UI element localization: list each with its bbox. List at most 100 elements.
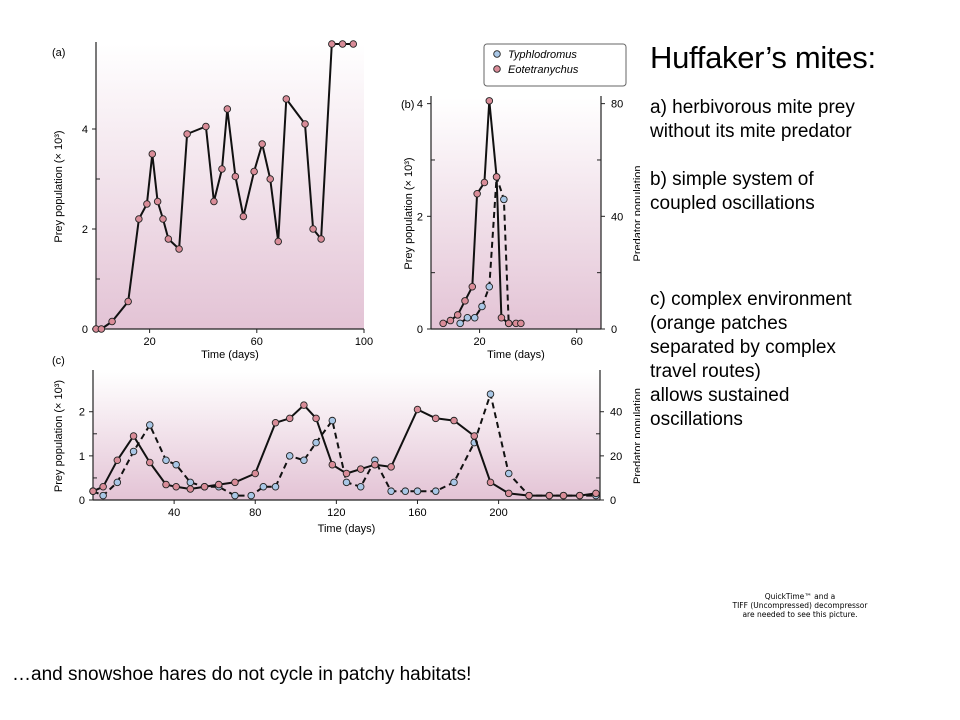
y2-tick-label: 20: [610, 451, 622, 463]
note-c-line-1: c) complex environment: [650, 289, 852, 310]
predator-data-point: [456, 319, 464, 328]
y2-tick-label: 40: [610, 407, 622, 419]
x-tick-label: 120: [327, 507, 345, 519]
y-tick-label: 0: [417, 324, 423, 336]
predator-data-point: [500, 195, 508, 204]
predator-data-point: [463, 313, 472, 322]
x-axis-title: Time (days): [201, 349, 259, 361]
note-c-line-2: (orange patches: [650, 313, 788, 334]
y2-tick-label: 0: [610, 495, 616, 507]
predator-data-point: [113, 478, 122, 487]
prey-data-point: [592, 489, 600, 498]
prey-data-point: [274, 237, 282, 246]
prey-data-point: [497, 313, 506, 322]
prey-data-point: [162, 480, 170, 489]
prey-data-point: [480, 178, 489, 187]
prey-data-point: [159, 215, 167, 223]
prey-data-point: [468, 282, 477, 291]
prey-data-point: [135, 215, 143, 223]
y2-axis-title: Predator population: [632, 165, 640, 261]
x-tick-label: 80: [249, 507, 261, 519]
legend-marker: [493, 50, 501, 58]
prey-data-point: [349, 40, 358, 48]
prey-data-point: [446, 316, 455, 325]
prey-data-point: [450, 416, 458, 425]
prey-data-point: [200, 483, 209, 491]
legend-box: [483, 43, 627, 87]
prey-data-point: [470, 432, 479, 440]
note-b-line-1: b) simple system of: [650, 169, 814, 190]
prey-data-point: [453, 311, 462, 319]
y2-tick-label: 0: [611, 324, 617, 336]
prey-data-point: [486, 478, 495, 487]
prey-data-point: [575, 491, 584, 500]
prey-data-point: [473, 190, 481, 198]
predator-data-point: [285, 452, 294, 460]
predator-data-point: [485, 282, 494, 291]
y-tick-label: 4: [417, 99, 423, 111]
prey-data-point: [164, 235, 173, 243]
prey-data-point: [202, 122, 210, 131]
legend-label: Typhlodromus: [508, 49, 577, 61]
y2-tick-label: 40: [611, 211, 623, 223]
panel-letter: (c): [52, 355, 65, 367]
prey-data-point: [146, 458, 154, 467]
prey-data-point: [309, 225, 317, 233]
prey-data-point: [143, 200, 151, 208]
predator-data-point: [300, 456, 308, 465]
predator-data-point: [387, 487, 395, 495]
predator-data-point: [271, 483, 280, 491]
prey-data-point: [300, 401, 308, 409]
panel-a-chart: 0 2 4 20 60 100 Time (days) Prey population (× …: [52, 40, 373, 361]
prey-data-point: [338, 40, 347, 48]
predator-series-line: [92, 393, 596, 497]
predator-data-point: [356, 483, 365, 491]
predator-data-point: [486, 390, 495, 398]
prey-data-point: [218, 165, 226, 173]
prey-data-point: [517, 319, 525, 328]
prey-data-point: [113, 456, 122, 465]
y-axis-title: Prey population (× 10³): [53, 130, 65, 242]
predator-data-point: [328, 416, 337, 425]
prey-data-point: [525, 491, 533, 500]
missing-picture-notice: QuickTime™ and a TIFF (Uncompressed) dec…: [712, 592, 888, 619]
predator-data-point: [99, 491, 107, 500]
prey-data-point: [250, 167, 258, 176]
predator-data-point: [401, 487, 410, 495]
prey-data-point: [266, 175, 274, 183]
x-tick-label: 160: [408, 507, 426, 519]
prey-data-point: [186, 485, 195, 493]
prey-data-point: [485, 97, 494, 105]
x-tick-label: 200: [489, 507, 507, 519]
predator-data-point: [172, 460, 180, 469]
prey-data-point: [328, 40, 336, 48]
prey-data-point: [371, 460, 379, 469]
prey-data-point: [387, 463, 395, 471]
missing-picture-line-2: TIFF (Uncompressed) decompressor: [732, 601, 868, 610]
prey-data-point: [231, 478, 239, 487]
note-a-line-2: without its mite predator: [650, 121, 852, 142]
prey-data-point: [99, 483, 107, 491]
prey-data-point: [461, 297, 469, 305]
prey-data-point: [124, 297, 132, 306]
prey-data-point: [183, 130, 191, 138]
prey-data-point: [210, 197, 218, 206]
y-tick-label: 2: [82, 224, 88, 236]
predator-data-point: [450, 478, 458, 487]
x-tick-label: 40: [168, 507, 180, 519]
prey-data-point: [108, 317, 116, 326]
note-c-line-3: separated by complex: [650, 337, 836, 358]
prey-data-point: [172, 483, 180, 491]
prey-data-point: [153, 197, 162, 206]
x-axis-title: Time (days): [487, 349, 545, 361]
predator-data-point: [478, 302, 486, 311]
prey-data-point: [328, 460, 337, 469]
plot-background: [96, 44, 364, 329]
footer-text: …and snowshoe hares do not cycle in patc…: [12, 664, 472, 685]
y-tick-label: 1: [79, 451, 85, 463]
y-tick-label: 2: [417, 211, 423, 223]
predator-data-point: [470, 313, 479, 322]
